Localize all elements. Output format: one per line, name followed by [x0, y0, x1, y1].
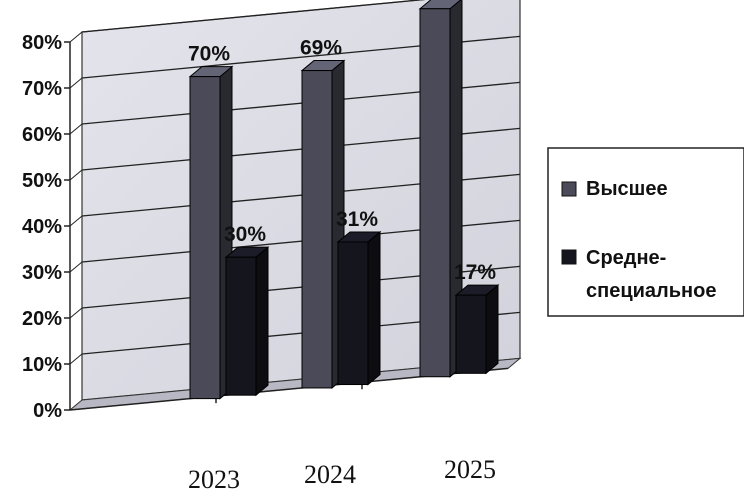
data-label: 31% [336, 208, 378, 231]
y-tick-label: 0% [33, 400, 62, 422]
gridline-side [69, 261, 83, 273]
y-tick-label: 20% [22, 308, 62, 330]
y-tick-label: 30% [22, 262, 62, 284]
gridline-side [69, 31, 83, 43]
plot-area: 0%10%20%30%40%50%60%70%80% 2023 2024 2025 … [22, 0, 522, 494]
x-tick-label: 2025 [444, 455, 496, 484]
x-axis-ticks: 2023 2024 2025 [188, 382, 496, 494]
legend-box [547, 147, 744, 317]
y-axis-ticks: 0% 10% 20% 30% 40% 50% 60% 70% 80% [22, 32, 70, 422]
y-tick-label: 50% [22, 170, 62, 192]
y-tick-label: 40% [22, 216, 62, 238]
x-tick-label: 2023 [188, 465, 240, 494]
y-tick-label: 70% [22, 78, 62, 100]
bar-sredne-specialnoe-2023 [224, 246, 270, 397]
gridline-side [69, 77, 83, 89]
y-tick-label: 60% [22, 124, 62, 146]
legend: Высшее Средне- специальное [547, 147, 744, 317]
gridline-side [69, 123, 83, 135]
gridline-side [69, 169, 83, 181]
gridline-side [69, 353, 83, 365]
bar-sredne-specialnoe-2025 [454, 284, 500, 375]
data-label: 69% [300, 37, 342, 60]
legend-label-vysshee: Высшее [586, 178, 668, 200]
x-tick-label: 2024 [304, 460, 356, 489]
gridline-side [69, 215, 83, 227]
y-tick-label: 10% [22, 354, 62, 376]
legend-swatch-sredne-specialnoe [561, 249, 577, 265]
gridline [81, 0, 426, 33]
data-label: 30% [224, 223, 266, 246]
legend-swatch-vysshee [561, 181, 577, 197]
data-label: 70% [188, 43, 230, 66]
legend-label-sredne-specialnoe-line2: специальное [586, 280, 716, 302]
bars [188, 0, 500, 400]
bar-vysshee-2025 [418, 0, 463, 378]
bar-sredne-specialnoe-2024 [336, 230, 382, 386]
legend-label-sredne-specialnoe-line1: Средне- [586, 247, 666, 269]
y-tick-label: 80% [22, 32, 62, 54]
gridline-side [69, 307, 83, 319]
data-labels: 70%69%80%30%31%17% [188, 37, 496, 285]
data-label: 17% [454, 261, 496, 284]
